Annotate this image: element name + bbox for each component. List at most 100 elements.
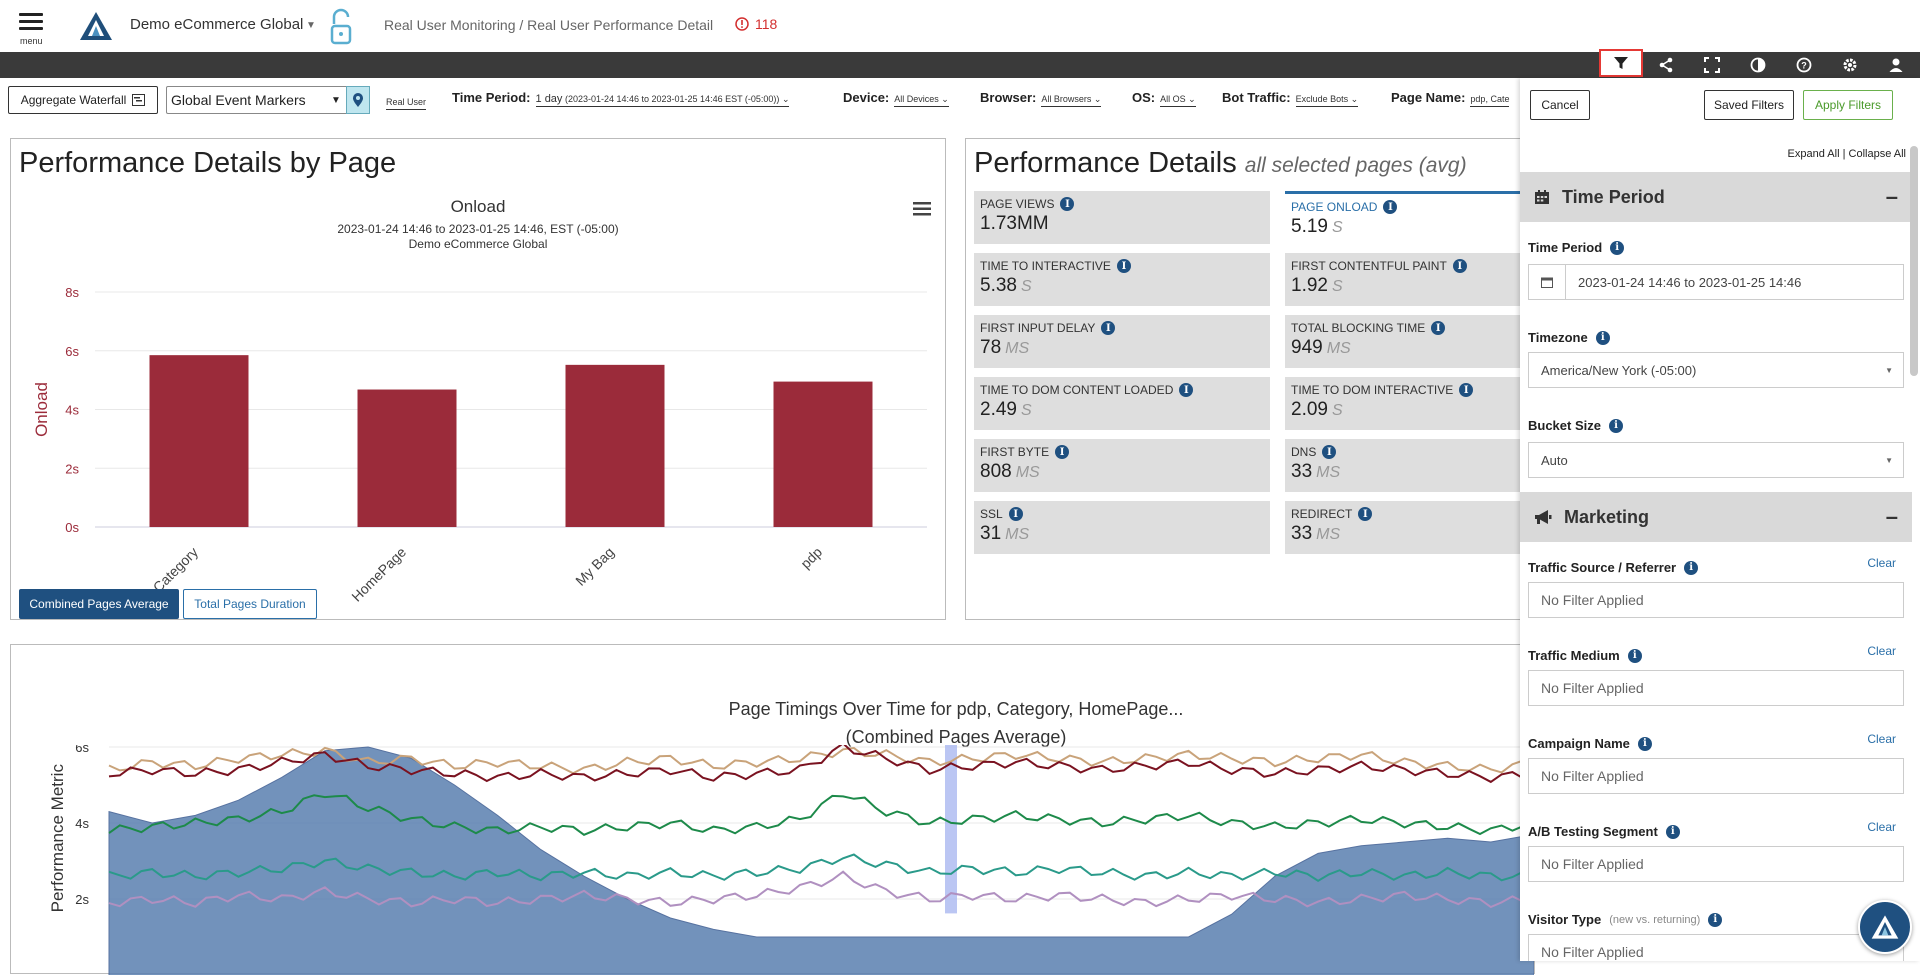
info-icon[interactable]: i	[1627, 648, 1642, 663]
x-tick-label: pdp	[797, 544, 825, 572]
combined-pages-average-button[interactable]: Combined Pages Average	[19, 589, 179, 619]
info-icon[interactable]: i	[1608, 418, 1623, 433]
visitor-type-input[interactable]: No Filter Applied	[1528, 934, 1904, 961]
campaign-name-label: Campaign Name i	[1528, 736, 1652, 751]
info-icon[interactable]: i	[1358, 507, 1373, 521]
clear-traffic-source-link[interactable]: Clear	[1867, 556, 1896, 570]
bucket-size-select[interactable]: Auto ▼	[1528, 442, 1904, 478]
info-icon[interactable]: i	[1595, 330, 1610, 345]
info-icon[interactable]: i	[1322, 445, 1337, 459]
time-period-section-header[interactable]: Time Period –	[1520, 172, 1912, 222]
marketing-section-header[interactable]: Marketing –	[1520, 492, 1912, 542]
chevron-down-icon[interactable]: ▼	[306, 20, 316, 31]
info-icon[interactable]: i	[1637, 736, 1652, 751]
page-timings-panel: Page Timings Over Time for pdp, Category…	[10, 644, 1535, 975]
aggregate-waterfall-button[interactable]: Aggregate Waterfall	[8, 86, 158, 114]
traffic-medium-input[interactable]: No Filter Applied	[1528, 670, 1904, 706]
info-icon[interactable]: i	[1684, 560, 1699, 575]
campaign-name-input[interactable]: No Filter Applied	[1528, 758, 1904, 794]
clear-campaign-name-link[interactable]: Clear	[1867, 732, 1896, 746]
fullscreen-icon[interactable]	[1700, 54, 1724, 76]
metric-label: TIME TO DOM INTERACTIVE i	[1291, 383, 1575, 397]
bot-traffic-filter[interactable]: Bot Traffic: Exclude Bots ⌄	[1222, 90, 1359, 107]
apply-filters-button[interactable]: Apply Filters	[1803, 90, 1893, 120]
sidebar-scrollbar[interactable]	[1910, 146, 1918, 376]
total-pages-duration-button[interactable]: Total Pages Duration	[183, 589, 317, 619]
bar	[357, 389, 457, 527]
metric-value: 31 MS	[980, 523, 1030, 544]
collapse-icon[interactable]: –	[1885, 184, 1898, 209]
ab-testing-label: A/B Testing Segment i	[1528, 824, 1680, 839]
map-pin-button[interactable]	[346, 86, 370, 114]
app-logo-icon	[80, 12, 112, 40]
saved-filters-button[interactable]: Saved Filters	[1704, 90, 1794, 120]
metric-tile[interactable]: TIME TO INTERACTIVE i 5.38 S	[974, 253, 1270, 306]
calendar-icon	[1535, 190, 1549, 204]
contrast-icon[interactable]	[1746, 54, 1770, 76]
metric-tile[interactable]: FIRST INPUT DELAY i 78 MS	[974, 315, 1270, 368]
info-icon[interactable]: i	[1431, 321, 1446, 335]
unlock-icon[interactable]	[328, 8, 354, 46]
info-icon[interactable]: i	[1665, 824, 1680, 839]
info-icon[interactable]: i	[1101, 321, 1116, 335]
collapse-all-link[interactable]: Collapse All	[1848, 148, 1906, 160]
real-user-selector[interactable]: Real User	[386, 93, 427, 110]
metric-label: PAGE VIEWS i	[980, 197, 1264, 211]
info-icon[interactable]: i	[1459, 383, 1474, 397]
hamburger-menu-icon[interactable]	[913, 201, 933, 217]
perf-details-panel: Performance Details all selected pages (…	[965, 138, 1581, 620]
onload-bar-chart: 0s 2s 4s 6s 8s Onload Category HomePage My Bag pd…	[32, 285, 927, 605]
metric-label: PAGE ONLOAD i	[1291, 200, 1575, 214]
gear-icon[interactable]	[1838, 54, 1862, 76]
filter-icon[interactable]	[1599, 49, 1643, 77]
line-series	[108, 870, 1534, 909]
os-filter[interactable]: OS: All OS ⌄	[1132, 90, 1196, 107]
help-widget-button[interactable]	[1858, 900, 1912, 954]
browser-filter[interactable]: Browser: All Browsers ⌄	[980, 90, 1102, 107]
clear-ab-testing-link[interactable]: Clear	[1867, 820, 1896, 834]
info-icon[interactable]: i	[1708, 912, 1723, 927]
info-icon[interactable]: i	[1452, 259, 1467, 273]
device-filter[interactable]: Device: All Devices ⌄	[843, 90, 949, 107]
info-icon[interactable]: i	[1610, 240, 1625, 255]
info-icon[interactable]: i	[1008, 507, 1023, 521]
metric-label: FIRST BYTE i	[980, 445, 1264, 459]
info-icon[interactable]: i	[1060, 197, 1075, 211]
y-tick-label: 4s	[75, 816, 89, 831]
menu-button[interactable]: menu	[18, 10, 48, 46]
svg-text:?: ?	[1801, 61, 1807, 71]
share-icon[interactable]	[1654, 54, 1678, 76]
cancel-button[interactable]: Cancel	[1530, 90, 1590, 120]
time-period-filter[interactable]: Time Period: 1 day (2023-01-24 14:46 to 2…	[452, 90, 790, 107]
user-icon[interactable]	[1884, 54, 1908, 76]
bar	[773, 381, 873, 527]
event-markers-select[interactable]: Global Event Markers ▼	[166, 86, 370, 114]
timezone-select[interactable]: America/New York (-05:00) ▼	[1528, 352, 1904, 388]
info-icon[interactable]: i	[1116, 259, 1131, 273]
metric-tile[interactable]: SSL i 31 MS	[974, 501, 1270, 554]
metric-label: DNS i	[1291, 445, 1575, 459]
metric-tile[interactable]: FIRST BYTE i 808 MS	[974, 439, 1270, 492]
collapse-icon[interactable]: –	[1885, 504, 1898, 529]
info-icon[interactable]: i	[1055, 445, 1070, 459]
chevron-down-icon: ▼	[331, 94, 341, 106]
bucket-size-field-label: Bucket Size i	[1528, 418, 1623, 433]
area-series	[108, 746, 1534, 975]
time-period-input[interactable]: 2023-01-24 14:46 to 2023-01-25 14:46	[1528, 264, 1904, 300]
info-icon[interactable]: i	[1383, 200, 1398, 214]
calendar-icon	[1529, 265, 1566, 299]
traffic-source-input[interactable]: No Filter Applied	[1528, 582, 1904, 618]
expand-all-link[interactable]: Expand All	[1787, 148, 1840, 160]
help-icon[interactable]: ?	[1792, 54, 1816, 76]
metric-tile[interactable]: TIME TO DOM CONTENT LOADED i 2.49 S	[974, 377, 1270, 430]
app-name[interactable]: Demo eCommerce Global	[130, 16, 304, 33]
metric-value: 1.73MM	[980, 213, 1049, 234]
metric-tile[interactable]: PAGE VIEWS i 1.73MM	[974, 191, 1270, 244]
alert-indicator[interactable]: 118	[735, 16, 777, 32]
clear-traffic-medium-link[interactable]: Clear	[1867, 644, 1896, 658]
page-name-filter[interactable]: Page Name: pdp, Cate	[1391, 90, 1510, 107]
ab-testing-input[interactable]: No Filter Applied	[1528, 846, 1904, 882]
info-icon[interactable]: i	[1179, 383, 1194, 397]
section-title: Marketing	[1564, 506, 1650, 527]
highlight-band	[945, 745, 957, 914]
